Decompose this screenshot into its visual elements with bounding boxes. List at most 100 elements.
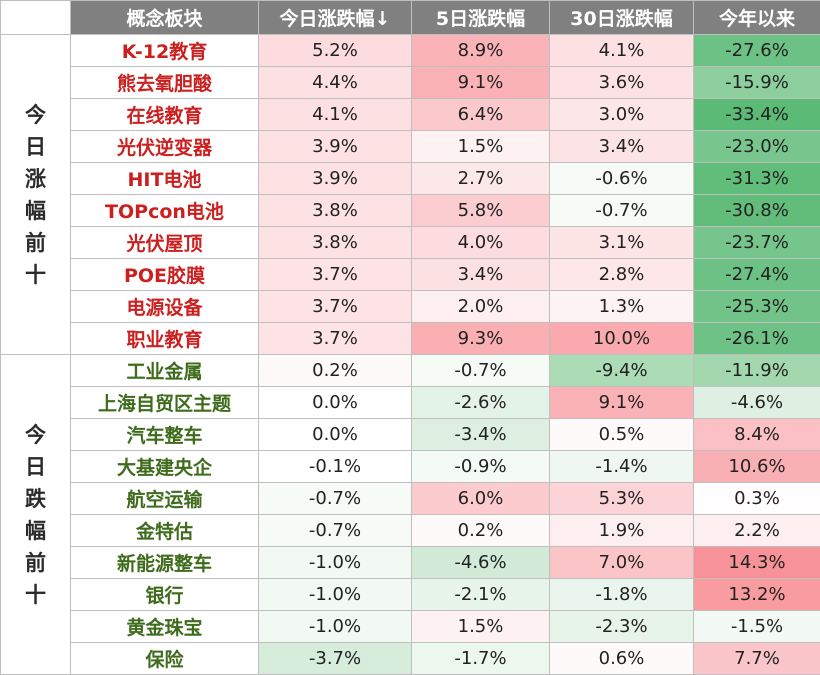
sector-name[interactable]: HIT电池 bbox=[71, 163, 259, 195]
ytd-change-cell: -23.0% bbox=[694, 131, 820, 163]
ytd-change-cell: 8.4% bbox=[694, 419, 820, 451]
ytd-change-cell: -23.7% bbox=[694, 227, 820, 259]
30d-change-cell: 0.6% bbox=[550, 643, 694, 675]
5d-change-cell: 1.5% bbox=[412, 131, 550, 163]
today-change-cell: -1.0% bbox=[259, 611, 412, 643]
30d-change-cell: 2.8% bbox=[550, 259, 694, 291]
sector-name[interactable]: 职业教育 bbox=[71, 323, 259, 355]
today-change-cell: 3.7% bbox=[259, 259, 412, 291]
table-row: 金特估-0.7%0.2%1.9%2.2% bbox=[1, 515, 820, 547]
sector-name[interactable]: 工业金属 bbox=[71, 355, 259, 387]
5d-change-cell: -4.6% bbox=[412, 547, 550, 579]
sector-name[interactable]: 熊去氧胆酸 bbox=[71, 67, 259, 99]
30d-change-cell: -9.4% bbox=[550, 355, 694, 387]
ytd-change-cell: -15.9% bbox=[694, 67, 820, 99]
30d-change-cell: -0.7% bbox=[550, 195, 694, 227]
ytd-change-cell: -25.3% bbox=[694, 291, 820, 323]
30d-change-cell: -0.6% bbox=[550, 163, 694, 195]
sector-name[interactable]: TOPcon电池 bbox=[71, 195, 259, 227]
today-change-cell: 3.9% bbox=[259, 131, 412, 163]
30d-change-cell: 9.1% bbox=[550, 387, 694, 419]
ytd-change-cell: -26.1% bbox=[694, 323, 820, 355]
sector-name[interactable]: 金特估 bbox=[71, 515, 259, 547]
header-5d-change[interactable]: 5日涨跌幅 bbox=[412, 1, 550, 35]
5d-change-cell: 2.0% bbox=[412, 291, 550, 323]
30d-change-cell: 1.3% bbox=[550, 291, 694, 323]
5d-change-cell: 1.5% bbox=[412, 611, 550, 643]
30d-change-cell: 3.4% bbox=[550, 131, 694, 163]
5d-change-cell: 2.7% bbox=[412, 163, 550, 195]
table-row: 大基建央企-0.1%-0.9%-1.4%10.6% bbox=[1, 451, 820, 483]
30d-change-cell: 7.0% bbox=[550, 547, 694, 579]
sector-name[interactable]: 大基建央企 bbox=[71, 451, 259, 483]
5d-change-cell: 4.0% bbox=[412, 227, 550, 259]
5d-change-cell: 5.8% bbox=[412, 195, 550, 227]
ytd-change-cell: -33.4% bbox=[694, 99, 820, 131]
sector-name[interactable]: 上海自贸区主题 bbox=[71, 387, 259, 419]
sector-name[interactable]: POE胶膜 bbox=[71, 259, 259, 291]
ytd-change-cell: 2.2% bbox=[694, 515, 820, 547]
sector-name[interactable]: 新能源整车 bbox=[71, 547, 259, 579]
5d-change-cell: -1.7% bbox=[412, 643, 550, 675]
5d-change-cell: 9.1% bbox=[412, 67, 550, 99]
5d-change-cell: 6.4% bbox=[412, 99, 550, 131]
sector-name[interactable]: 光伏屋顶 bbox=[71, 227, 259, 259]
ytd-change-cell: 10.6% bbox=[694, 451, 820, 483]
30d-change-cell: 1.9% bbox=[550, 515, 694, 547]
5d-change-cell: -2.1% bbox=[412, 579, 550, 611]
today-change-cell: -0.7% bbox=[259, 483, 412, 515]
header-30d-change[interactable]: 30日涨跌幅 bbox=[550, 1, 694, 35]
today-change-cell: -1.0% bbox=[259, 547, 412, 579]
ytd-change-cell: -4.6% bbox=[694, 387, 820, 419]
sector-name[interactable]: K-12教育 bbox=[71, 35, 259, 67]
today-change-cell: 4.1% bbox=[259, 99, 412, 131]
today-change-cell: 0.2% bbox=[259, 355, 412, 387]
5d-change-cell: 8.9% bbox=[412, 35, 550, 67]
today-change-cell: 0.0% bbox=[259, 419, 412, 451]
table-row: 保险-3.7%-1.7%0.6%7.7% bbox=[1, 643, 820, 675]
today-change-cell: 0.0% bbox=[259, 387, 412, 419]
30d-change-cell: 10.0% bbox=[550, 323, 694, 355]
30d-change-cell: 3.0% bbox=[550, 99, 694, 131]
sector-name[interactable]: 保险 bbox=[71, 643, 259, 675]
sector-name[interactable]: 航空运输 bbox=[71, 483, 259, 515]
ytd-change-cell: -30.8% bbox=[694, 195, 820, 227]
30d-change-cell: 3.1% bbox=[550, 227, 694, 259]
table-row: 黄金珠宝-1.0%1.5%-2.3%-1.5% bbox=[1, 611, 820, 643]
sector-name[interactable]: 电源设备 bbox=[71, 291, 259, 323]
header-today-change-sorted[interactable]: 今日涨跌幅↓ bbox=[259, 1, 412, 35]
30d-change-cell: 3.6% bbox=[550, 67, 694, 99]
5d-change-cell: -0.9% bbox=[412, 451, 550, 483]
header-ytd-change[interactable]: 今年以来 bbox=[694, 1, 820, 35]
30d-change-cell: 0.5% bbox=[550, 419, 694, 451]
ytd-change-cell: -27.6% bbox=[694, 35, 820, 67]
5d-change-cell: -3.4% bbox=[412, 419, 550, 451]
ytd-change-cell: -31.3% bbox=[694, 163, 820, 195]
5d-change-cell: 0.2% bbox=[412, 515, 550, 547]
sector-name[interactable]: 光伏逆变器 bbox=[71, 131, 259, 163]
header-concept-sector[interactable]: 概念板块 bbox=[71, 1, 259, 35]
table-row: 航空运输-0.7%6.0%5.3%0.3% bbox=[1, 483, 820, 515]
sector-name[interactable]: 黄金珠宝 bbox=[71, 611, 259, 643]
30d-change-cell: 4.1% bbox=[550, 35, 694, 67]
ytd-change-cell: 7.7% bbox=[694, 643, 820, 675]
sector-name[interactable]: 汽车整车 bbox=[71, 419, 259, 451]
sector-name[interactable]: 银行 bbox=[71, 579, 259, 611]
today-change-cell: 3.8% bbox=[259, 195, 412, 227]
today-change-cell: 4.4% bbox=[259, 67, 412, 99]
header-row: 概念板块 今日涨跌幅↓ 5日涨跌幅 30日涨跌幅 今年以来 bbox=[1, 1, 820, 35]
ytd-change-cell: -27.4% bbox=[694, 259, 820, 291]
today-change-cell: -0.1% bbox=[259, 451, 412, 483]
sector-name[interactable]: 在线教育 bbox=[71, 99, 259, 131]
